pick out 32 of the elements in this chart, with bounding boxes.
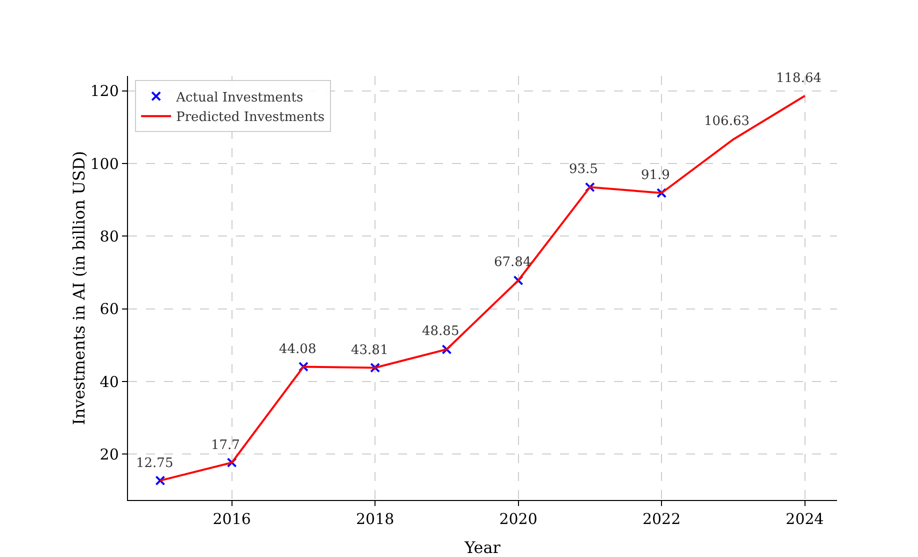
data-label: 17.7: [211, 438, 240, 453]
data-label: 67.84: [494, 255, 532, 270]
legend-label: Predicted Investments: [176, 110, 325, 126]
y-tick-label: 60: [100, 300, 119, 318]
data-label: 93.5: [569, 162, 598, 177]
y-axis-title: Investments in AI (in billion USD): [69, 151, 88, 425]
point: [298, 362, 308, 372]
x-tick-label: 2020: [499, 510, 538, 528]
y-tick-label: 80: [100, 227, 119, 246]
point: [513, 275, 524, 286]
y-tick-label: 120: [90, 82, 119, 100]
x-tick-label: 2018: [356, 510, 394, 528]
legend-label: Actual Investments: [175, 90, 304, 106]
x-tick-label: 2022: [642, 510, 681, 528]
x-axis-title: Year: [464, 538, 501, 557]
point: [155, 476, 166, 486]
data-label: 44.08: [279, 342, 316, 357]
y-tick-label: 20: [100, 445, 119, 464]
y-tick-label: 40: [100, 372, 119, 391]
y-tick-label: 100: [90, 154, 119, 173]
x-tick-label: 2016: [212, 510, 251, 528]
data-label: 12.75: [136, 456, 174, 471]
point: [584, 182, 595, 192]
data-label: 106.63: [704, 114, 750, 129]
point: [656, 188, 667, 198]
x-tick-label: 2024: [786, 510, 824, 528]
point: [370, 362, 380, 373]
data-label: 91.9: [641, 168, 670, 183]
data-label: 118.64: [776, 71, 822, 86]
data-label: 48.85: [422, 324, 460, 339]
point: [226, 458, 237, 468]
data-label: 43.81: [351, 343, 388, 358]
